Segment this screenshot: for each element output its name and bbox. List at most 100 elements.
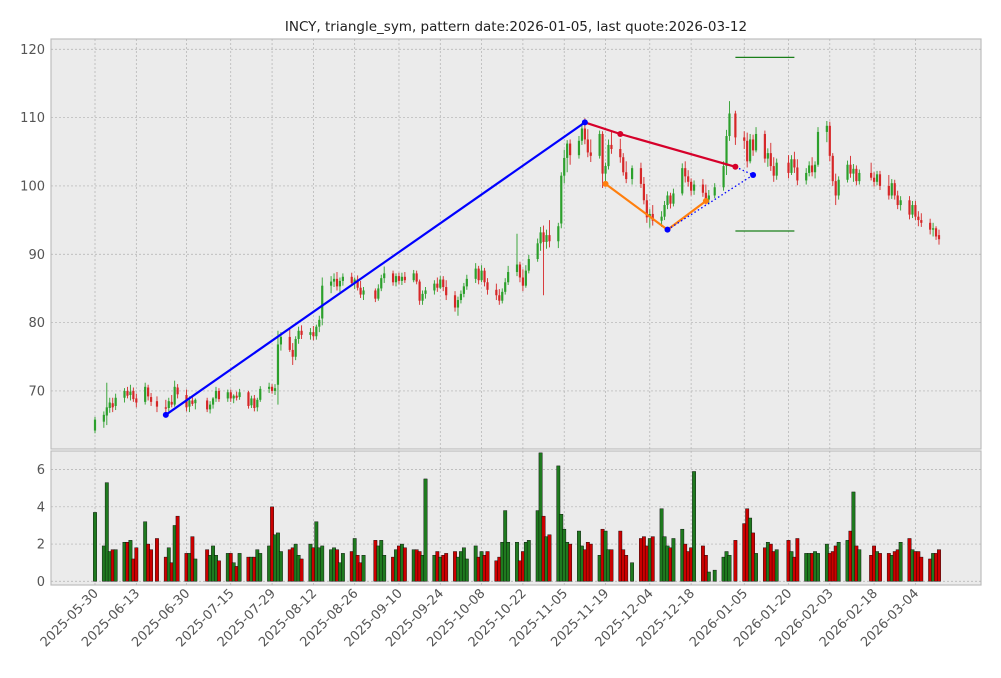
- volume-bar: [727, 555, 732, 582]
- price-panel-background: [50, 38, 982, 450]
- candle-body: [734, 113, 737, 138]
- candle-body: [610, 144, 613, 150]
- candle-body: [775, 162, 778, 176]
- candle-body: [238, 392, 241, 398]
- candle-body: [350, 276, 353, 283]
- candle-body: [692, 184, 696, 191]
- volume-bar: [464, 558, 469, 582]
- candle-body: [504, 282, 507, 292]
- candle-body: [825, 125, 828, 132]
- candle-body: [421, 293, 424, 301]
- overlay-projection-high: [735, 166, 754, 176]
- candle-body: [268, 386, 271, 389]
- candle-body: [253, 398, 256, 408]
- candle-body: [495, 289, 498, 296]
- candle-body: [619, 149, 622, 158]
- candle-body: [465, 278, 468, 287]
- candle-body: [486, 282, 489, 290]
- candle-body: [318, 319, 321, 327]
- candle-body: [816, 131, 820, 165]
- candle-body: [329, 281, 333, 286]
- candle-body: [722, 166, 725, 188]
- volume-bar: [237, 553, 242, 582]
- candle-body: [763, 133, 766, 159]
- candle-body: [787, 162, 790, 173]
- candle-body: [663, 205, 666, 217]
- overlay-prior-trend: [165, 121, 586, 416]
- candle-body: [749, 139, 752, 162]
- candle-body: [155, 401, 159, 407]
- pivot-marker: [750, 171, 757, 178]
- volume-bar: [93, 512, 97, 582]
- candle-body: [235, 395, 238, 398]
- price-tick-label: 110: [20, 111, 45, 126]
- candle-body: [335, 278, 339, 287]
- candle-body: [149, 397, 153, 402]
- candle-body: [834, 181, 837, 196]
- candle-body: [377, 288, 380, 299]
- candle-body: [341, 276, 344, 281]
- volume-bar: [609, 549, 614, 582]
- candle-body: [586, 139, 589, 153]
- candle-body: [229, 392, 232, 399]
- candle-body: [669, 195, 672, 204]
- volume-bar: [588, 543, 593, 582]
- candle-body: [170, 401, 173, 405]
- pattern-overlay-layer: [162, 56, 795, 418]
- candle-body: [931, 228, 935, 230]
- volume-bar: [857, 549, 862, 582]
- pivot-marker: [617, 130, 624, 137]
- volume-bar: [733, 540, 738, 582]
- candle-body: [545, 235, 548, 242]
- candle-body: [433, 283, 436, 291]
- candle-body: [424, 290, 427, 294]
- candle-body: [855, 168, 858, 182]
- candle-body: [890, 183, 893, 196]
- volume-bar: [279, 551, 283, 582]
- candle-body: [769, 153, 772, 167]
- candle-body: [208, 404, 212, 410]
- candle-body: [456, 300, 460, 308]
- candle-body: [309, 332, 312, 335]
- volume-bar: [650, 536, 655, 582]
- candle-body: [403, 276, 406, 281]
- candle-body: [651, 213, 654, 221]
- candle-body: [132, 390, 135, 400]
- candle-body: [563, 157, 566, 176]
- y-axis-labels: 70 80 90 100 110 120 0 2 4 6: [20, 43, 45, 590]
- price-tick-label: 120: [20, 43, 45, 58]
- candle-body: [111, 403, 114, 408]
- candle-body: [566, 143, 569, 158]
- candle-body: [713, 187, 716, 196]
- candle-body: [206, 400, 209, 410]
- candle-body: [828, 125, 831, 156]
- candle-body: [870, 172, 873, 178]
- candle-body: [728, 113, 731, 137]
- candle-body: [521, 277, 525, 286]
- candle-body: [887, 185, 890, 196]
- candle-body: [598, 133, 601, 156]
- candle-body: [875, 174, 879, 182]
- volume-tick-label: 6: [37, 463, 45, 478]
- candle-body: [288, 336, 291, 350]
- candle-body: [359, 287, 362, 295]
- candle-body: [639, 168, 643, 184]
- candle-body: [929, 222, 932, 230]
- candle-body: [837, 179, 840, 196]
- candle-body: [453, 295, 457, 308]
- candle-body: [362, 290, 365, 295]
- candle-body: [217, 390, 221, 400]
- candle-body: [483, 270, 486, 283]
- candle-body: [548, 235, 551, 242]
- candle-body: [445, 287, 448, 296]
- candle-body: [577, 140, 581, 156]
- candle-body: [852, 168, 855, 174]
- candle-body: [751, 139, 755, 151]
- candle-body: [498, 295, 501, 301]
- candle-body: [831, 155, 834, 182]
- volume-bar: [919, 556, 924, 582]
- candle-body: [412, 273, 415, 281]
- candle-body: [542, 232, 545, 242]
- candle-body: [893, 183, 896, 196]
- candle-body: [846, 164, 849, 180]
